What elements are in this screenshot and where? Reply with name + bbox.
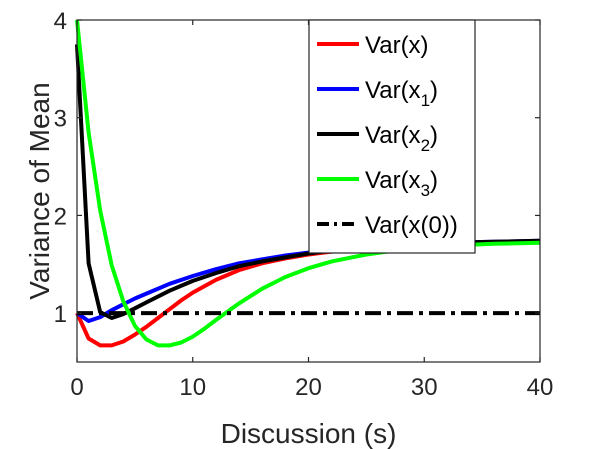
- legend-label-subscript: 3: [421, 181, 430, 200]
- legend-label-var-x: Var(x): [365, 32, 429, 59]
- y-tick-label: 2: [54, 203, 67, 230]
- legend-label-var-x3: Var(x3): [365, 167, 438, 200]
- legend-label-base: Var(x: [365, 167, 421, 194]
- legend-label-var-x1: Var(x1): [365, 77, 438, 110]
- legend-label-var-x0: Var(x(0)): [365, 212, 458, 239]
- legend-label-base: Var(x): [365, 32, 429, 59]
- y-tick-label: 1: [54, 301, 67, 328]
- legend-label-subscript: 2: [421, 136, 430, 155]
- legend-label-tail: ): [430, 122, 438, 149]
- x-tick-label: 10: [179, 374, 206, 401]
- legend-label-var-x2: Var(x2): [365, 122, 438, 155]
- legend-label-tail: ): [430, 167, 438, 194]
- y-tick-label: 3: [54, 106, 67, 133]
- legend-label-base: Var(x: [365, 77, 421, 104]
- ticks-layer: 0 10 20 30 40 1 2 3 4: [54, 8, 554, 401]
- legend-label-subscript: 1: [421, 91, 430, 110]
- legend: Var(x)Var(x1)Var(x2)Var(x3)Var(x(0)): [308, 19, 476, 254]
- x-tick-label: 0: [70, 374, 83, 401]
- legend-label-base: Var(x: [365, 122, 421, 149]
- x-axis-label: Discussion (s): [221, 418, 397, 449]
- y-tick-label: 4: [54, 8, 67, 35]
- legend-label-tail: ): [430, 77, 438, 104]
- x-tick-label: 30: [411, 374, 438, 401]
- x-tick-label: 40: [527, 374, 554, 401]
- legend-label-base: Var(x(0)): [365, 212, 458, 239]
- x-tick-label: 20: [295, 374, 322, 401]
- y-axis-label: Variance of Mean: [24, 82, 55, 299]
- legend-box: [308, 19, 476, 254]
